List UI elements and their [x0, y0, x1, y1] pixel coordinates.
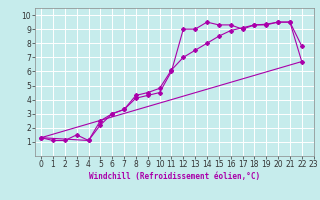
- X-axis label: Windchill (Refroidissement éolien,°C): Windchill (Refroidissement éolien,°C): [89, 172, 260, 181]
